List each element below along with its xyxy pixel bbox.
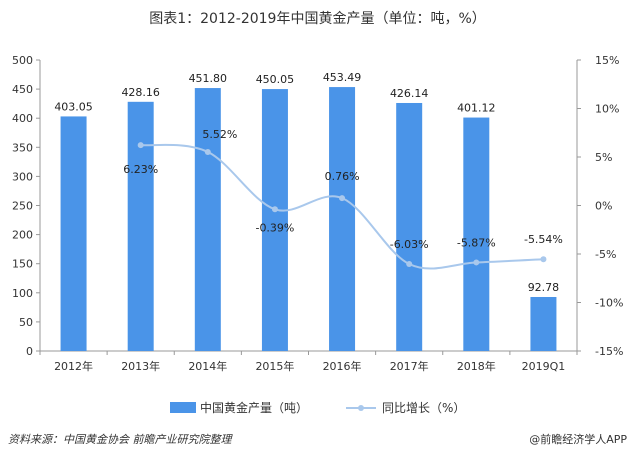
right-tick-label: -5% bbox=[595, 248, 616, 261]
left-tick-label: 400 bbox=[12, 112, 33, 125]
left-tick-label: 200 bbox=[12, 229, 33, 242]
right-tick-label: -10% bbox=[595, 297, 623, 310]
bars bbox=[60, 87, 557, 352]
legend-line-marker bbox=[358, 405, 364, 411]
growth-point bbox=[137, 142, 144, 149]
bar-value-label: 401.12 bbox=[457, 102, 496, 115]
growth-value-label: -0.39% bbox=[255, 221, 294, 234]
source-note: 资料来源：中国黄金协会 前瞻产业研究院整理 bbox=[8, 433, 232, 446]
growth-value-label: -5.54% bbox=[524, 233, 563, 246]
growth-value-label: -6.03% bbox=[390, 238, 429, 251]
axes: 0 50 100 150 200 250 300 350 400 450 500 -15% -10% -5… bbox=[12, 54, 623, 373]
bar-value-label: 428.16 bbox=[121, 86, 160, 99]
growth-value-label: 6.23% bbox=[123, 163, 158, 176]
right-tick-label: 10% bbox=[595, 103, 619, 116]
growth-point bbox=[271, 206, 278, 213]
bar bbox=[261, 89, 288, 352]
growth-line bbox=[137, 142, 547, 270]
legend-bar-swatch bbox=[170, 402, 196, 413]
x-tick-label: 2014年 bbox=[188, 359, 227, 373]
growth-value-label: 5.52% bbox=[202, 128, 237, 141]
data-labels: 403.05 428.16 451.80 450.05 453.49 426.14 401.… bbox=[54, 71, 563, 294]
bar-value-label: 453.49 bbox=[323, 71, 362, 84]
x-tick-label: 2012年 bbox=[54, 359, 93, 373]
growth-point bbox=[406, 260, 413, 267]
bar bbox=[194, 88, 221, 351]
left-tick-label: 300 bbox=[12, 170, 33, 183]
left-tick-label: 250 bbox=[12, 200, 33, 213]
bar bbox=[396, 102, 423, 352]
x-tick-label: 2019Q1 bbox=[522, 360, 566, 373]
right-tick-label: 5% bbox=[595, 151, 612, 164]
growth-value-label: 0.76% bbox=[325, 170, 360, 183]
x-tick-label: 2013年 bbox=[121, 359, 160, 373]
right-tick-label: 15% bbox=[595, 54, 619, 67]
chart-title: 图表1：2012-2019年中国黄金产量（单位：吨，%） bbox=[149, 11, 486, 27]
left-tick-label: 350 bbox=[12, 141, 33, 154]
bar bbox=[60, 116, 87, 351]
legend-bar-label: 中国黄金产量（吨） bbox=[200, 400, 308, 415]
x-tick-label: 2017年 bbox=[390, 359, 429, 373]
bar bbox=[530, 297, 557, 351]
right-tick-label: 0% bbox=[595, 200, 612, 213]
growth-value-label: -5.87% bbox=[457, 236, 496, 249]
left-tick-label: 450 bbox=[12, 83, 33, 96]
left-tick-label: 0 bbox=[26, 345, 33, 358]
bar bbox=[463, 117, 490, 351]
left-tick-label: 500 bbox=[12, 54, 33, 67]
bar-value-label: 92.78 bbox=[528, 281, 560, 294]
left-tick-label: 100 bbox=[12, 287, 33, 300]
bar-value-label: 451.80 bbox=[189, 72, 228, 85]
x-tick-label: 2015年 bbox=[255, 359, 294, 373]
brand-credit: @前瞻经济学人APP bbox=[529, 433, 627, 446]
growth-point bbox=[339, 195, 346, 202]
x-tick-label: 2016年 bbox=[323, 359, 362, 373]
growth-point bbox=[204, 148, 211, 155]
bar bbox=[329, 87, 356, 351]
bar-value-label: 426.14 bbox=[390, 87, 429, 100]
legend-line-label: 同比增长（%） bbox=[382, 401, 465, 415]
left-tick-label: 50 bbox=[19, 316, 33, 329]
bar bbox=[127, 101, 154, 351]
right-tick-label: -15% bbox=[595, 345, 623, 358]
x-tick-label: 2018年 bbox=[457, 359, 496, 373]
left-tick-label: 150 bbox=[12, 258, 33, 271]
growth-point bbox=[540, 256, 547, 263]
bar-value-label: 450.05 bbox=[256, 73, 295, 86]
legend: 中国黄金产量（吨） 同比增长（%） bbox=[170, 400, 465, 415]
growth-point bbox=[473, 259, 480, 266]
bar-value-label: 403.05 bbox=[54, 100, 93, 113]
